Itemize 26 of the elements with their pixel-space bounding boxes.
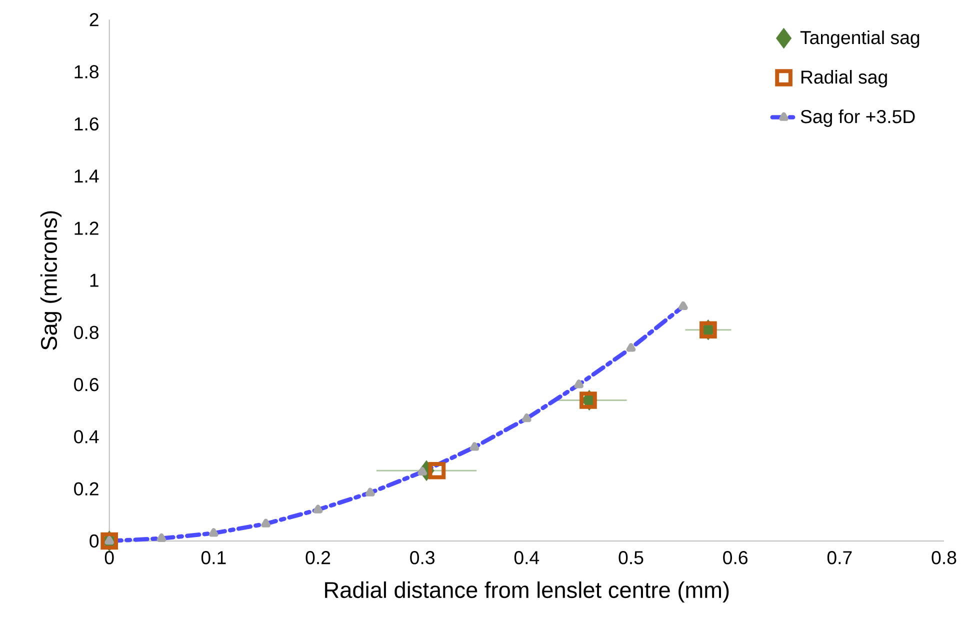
y-tick-label: 1.6 [74, 117, 98, 131]
x-tick-label: 0.7 [827, 551, 852, 564]
y-tick-label: 0.4 [74, 430, 99, 444]
x-tick-label: 0.1 [201, 551, 226, 564]
y-tick-label: 1 [90, 274, 98, 287]
y-tick-label: 0 [90, 534, 99, 548]
y-tick-label: 1.2 [74, 222, 98, 235]
legend-label: Tangential sag [800, 30, 920, 48]
legend-label: Radial sag [802, 70, 887, 88]
x-tick-label: 0.6 [723, 551, 748, 564]
x-tick-label: 0.5 [618, 551, 644, 564]
x-tick-label: 0.2 [306, 551, 330, 564]
y-tick-label: 0.8 [74, 326, 98, 340]
legend-label: Sag for +3.5D [800, 110, 915, 127]
x-tick-label: 0 [104, 551, 114, 564]
y-tick-label: 1.4 [74, 170, 99, 182]
y-axis-title: Sag (microns) [40, 211, 62, 350]
x-tick-label: 0.4 [514, 551, 540, 564]
x-axis-title: Radial distance from lenslet centre (mm) [325, 581, 729, 603]
x-tick-label: 0.8 [932, 551, 956, 564]
y-tick-label: 0.6 [74, 378, 98, 392]
x-tick-label: 0.3 [410, 551, 434, 564]
point [428, 462, 446, 480]
y-tick-label: 0.2 [74, 482, 98, 496]
y-tick-label: 1.8 [74, 65, 98, 78]
y-tick-label: 2 [90, 13, 98, 26]
